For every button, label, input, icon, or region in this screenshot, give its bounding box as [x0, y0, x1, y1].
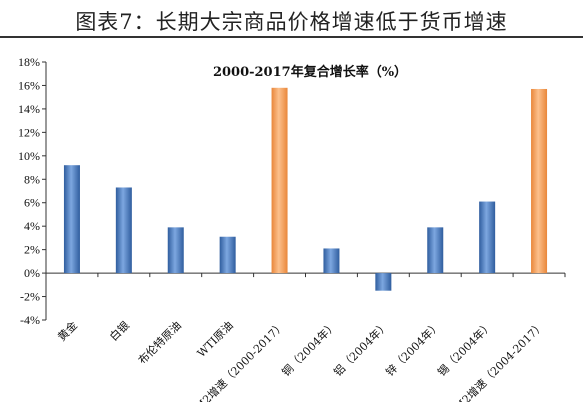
y-tick-label: 4% [24, 219, 40, 233]
y-tick-labels: 18% 16% 14% 12% 10% 8% 6% 4% 2% 0% -2% -4% [18, 55, 40, 327]
x-category-label: WTI原油 [194, 318, 236, 360]
bar-10 [531, 88, 548, 274]
bar-6 [323, 248, 340, 274]
y-tick-label: 12% [18, 125, 40, 139]
chart-title: 2000-2017年复合增长率（%） [213, 64, 407, 80]
chart-axes [42, 61, 566, 321]
y-tick-label: 2% [24, 243, 40, 257]
y-tick-label: 18% [18, 55, 40, 69]
x-category-label: 黄金 [55, 318, 80, 343]
y-tick-label: -4% [20, 313, 40, 327]
figure-title: 图表7：长期大宗商品价格增速低于货币增速 [75, 10, 508, 34]
bar-1 [63, 165, 80, 274]
x-category-label: M2增速（2004-2017） [451, 318, 547, 402]
y-tick-label: 0% [24, 266, 40, 280]
x-category-labels: 黄金 白银 布伦特原油 WTI原油M2增速（2000-2017）铜（2004年）铝（2… [55, 318, 548, 402]
title-rule [0, 36, 583, 38]
bar-3 [167, 227, 184, 274]
y-tick-label: 8% [24, 172, 40, 186]
chart-bars [63, 87, 548, 291]
y-tick-label: 16% [18, 78, 40, 92]
x-category-label: 布伦特原油 [135, 318, 184, 367]
y-tick-label: -2% [20, 290, 40, 304]
y-tick-label: 6% [24, 196, 40, 210]
bar-2 [115, 187, 132, 274]
bar-4 [219, 236, 236, 274]
bar-7 [375, 273, 392, 291]
y-tick-label: 14% [18, 102, 40, 116]
bar-9 [479, 201, 496, 274]
x-category-label: M2增速（2000-2017） [192, 318, 288, 402]
bar-8 [427, 227, 444, 274]
bar-5 [271, 87, 288, 274]
x-category-label: 白银 [107, 318, 132, 343]
y-tick-label: 10% [18, 149, 40, 163]
